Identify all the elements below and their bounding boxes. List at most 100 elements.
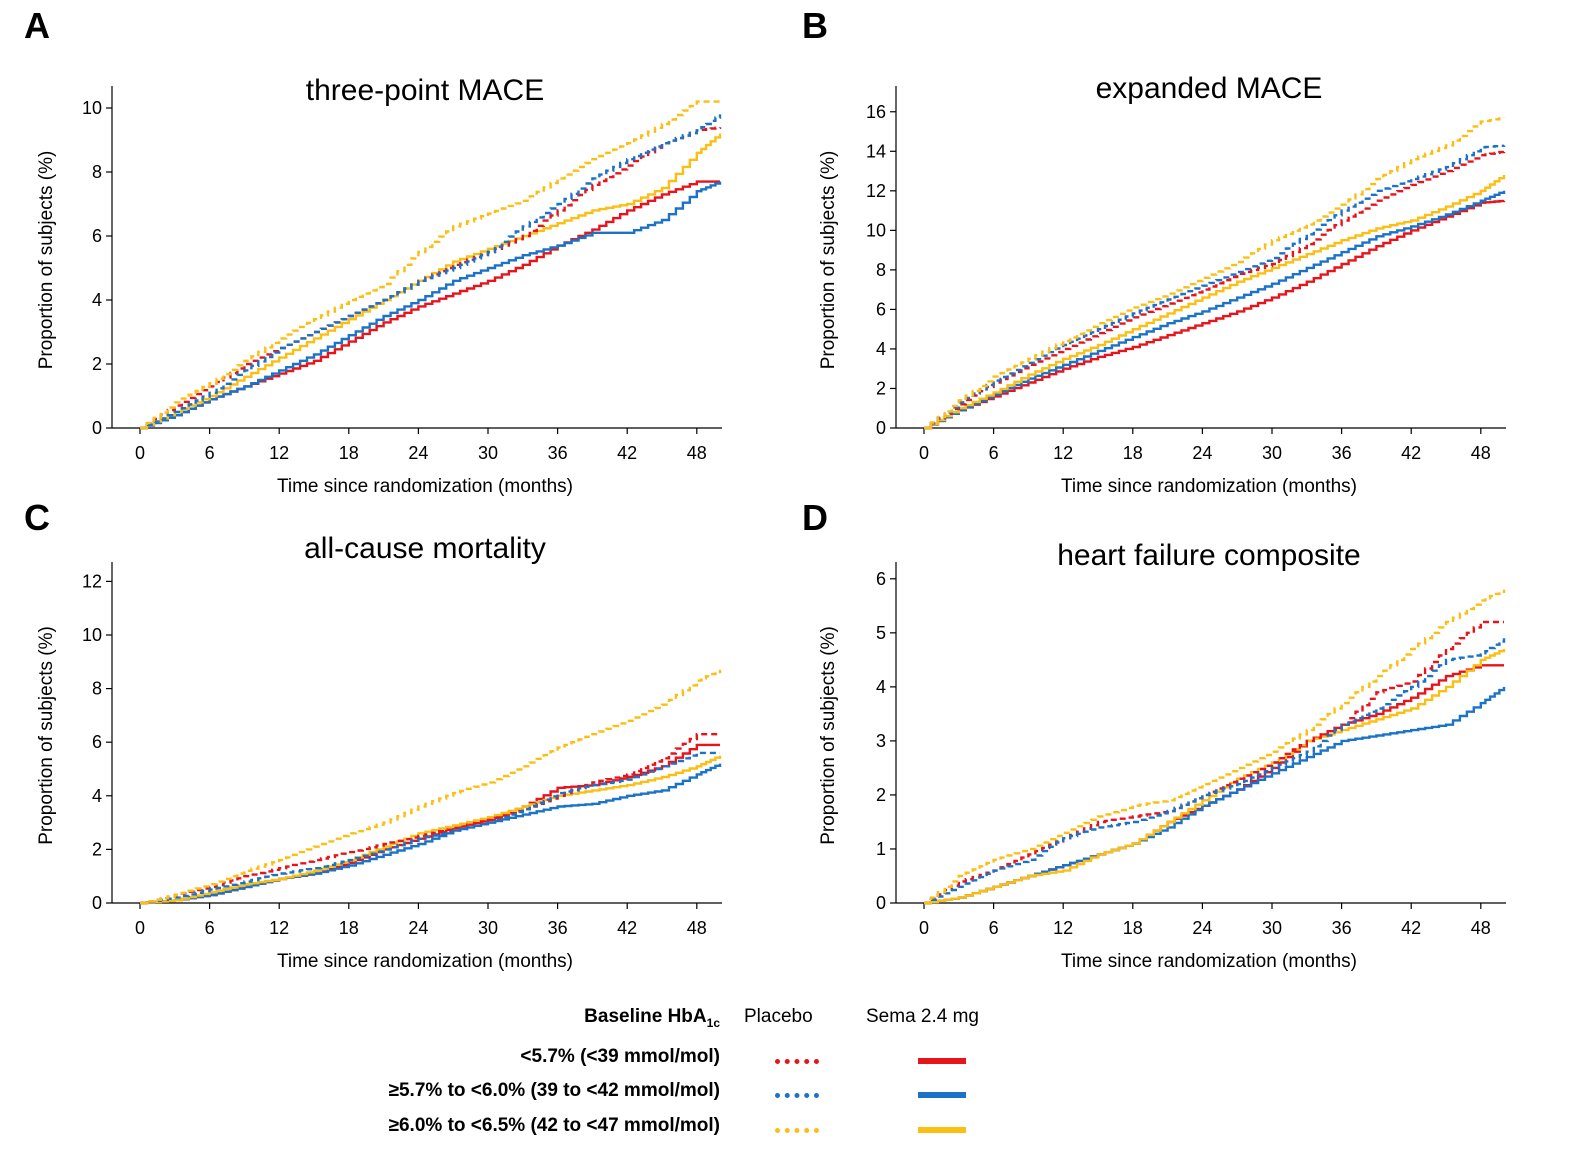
y-axis-label: Proportion of subjects (%)	[36, 151, 57, 370]
x-tick-label: 36	[548, 443, 568, 463]
x-tick-label: 18	[1123, 443, 1143, 463]
panel-title: three-point MACE	[306, 74, 544, 107]
y-tick-label: 3	[876, 731, 886, 751]
legend-sema-swatch-red	[918, 1058, 966, 1064]
series-line-placebo-blue	[140, 751, 720, 905]
series-line-placebo-yellow	[140, 100, 720, 430]
x-axis-label: Time since randomization (months)	[1061, 476, 1357, 497]
x-tick-label: 30	[1262, 443, 1282, 463]
x-tick-label: 0	[135, 918, 145, 938]
legend-row-label: <5.7% (<39 mmol/mol)	[520, 1046, 720, 1067]
panel-letter: D	[802, 497, 828, 538]
y-tick-label: 12	[866, 181, 886, 201]
y-tick-label: 5	[876, 623, 886, 643]
x-tick-label: 30	[478, 443, 498, 463]
x-tick-label: 6	[989, 918, 999, 938]
legend-sema-swatch-blue	[918, 1092, 966, 1098]
x-tick-label: 48	[1471, 918, 1491, 938]
x-tick-label: 36	[1332, 443, 1352, 463]
series-line-sema-red	[140, 180, 720, 430]
series-line-placebo-yellow	[924, 589, 1506, 905]
series-line-placebo-blue	[140, 114, 722, 430]
x-tick-label: 48	[687, 443, 707, 463]
y-tick-label: 4	[876, 677, 886, 697]
legend-sema-swatch-yellow	[918, 1127, 966, 1133]
series-line-sema-red	[924, 199, 1506, 430]
y-axis-label: Proportion of subjects (%)	[818, 151, 839, 370]
y-tick-label: 4	[876, 339, 886, 359]
x-tick-label: 12	[1053, 918, 1073, 938]
series-line-sema-blue	[140, 763, 722, 905]
series-line-sema-yellow	[924, 175, 1506, 430]
x-tick-label: 42	[1401, 918, 1421, 938]
x-tick-label: 36	[548, 918, 568, 938]
y-tick-label: 12	[82, 571, 102, 591]
y-tick-label: 6	[876, 569, 886, 589]
panel-title: all-cause mortality	[304, 532, 546, 565]
panel-letter: A	[24, 5, 50, 46]
x-tick-label: 48	[1471, 443, 1491, 463]
x-tick-label: 36	[1332, 918, 1352, 938]
legend-placebo-swatch-yellow	[775, 1128, 819, 1133]
x-tick-label: 30	[1262, 918, 1282, 938]
y-tick-label: 4	[92, 290, 102, 310]
series-line-placebo-red	[924, 620, 1504, 905]
x-tick-label: 24	[1192, 443, 1212, 463]
x-tick-label: 24	[1192, 918, 1212, 938]
panel-letter: C	[24, 497, 50, 538]
x-tick-label: 12	[1053, 443, 1073, 463]
x-tick-label: 6	[989, 443, 999, 463]
y-tick-label: 0	[92, 418, 102, 438]
y-axis-label: Proportion of subjects (%)	[818, 626, 839, 845]
y-tick-label: 14	[866, 141, 886, 161]
x-tick-label: 0	[135, 443, 145, 463]
x-tick-label: 6	[205, 443, 215, 463]
x-tick-label: 48	[687, 918, 707, 938]
legend-placebo-swatch-red	[775, 1059, 819, 1064]
series-line-sema-blue	[140, 181, 722, 430]
series-line-placebo-red	[140, 733, 720, 905]
legend-row-label: ≥6.0% to <6.5% (42 to <47 mmol/mol)	[388, 1115, 720, 1136]
series-line-placebo-blue	[924, 638, 1506, 905]
legend-sema-header: Sema 2.4 mg	[866, 1006, 979, 1027]
y-tick-label: 8	[92, 162, 102, 182]
x-axis-label: Time since randomization (months)	[277, 476, 573, 497]
y-tick-label: 10	[82, 98, 102, 118]
x-tick-label: 24	[408, 918, 428, 938]
y-tick-label: 2	[92, 839, 102, 859]
y-tick-label: 10	[82, 625, 102, 645]
y-tick-label: 1	[876, 839, 886, 859]
x-tick-label: 24	[408, 443, 428, 463]
x-tick-label: 42	[617, 443, 637, 463]
y-tick-label: 6	[92, 732, 102, 752]
panel-letter: B	[802, 5, 828, 46]
y-tick-label: 16	[866, 102, 886, 122]
x-tick-label: 42	[617, 918, 637, 938]
y-tick-label: 2	[876, 785, 886, 805]
series-line-placebo-yellow	[924, 117, 1506, 430]
y-tick-label: 6	[92, 226, 102, 246]
y-tick-label: 4	[92, 786, 102, 806]
y-tick-label: 0	[876, 893, 886, 913]
y-tick-label: 8	[92, 679, 102, 699]
x-axis-label: Time since randomization (months)	[1061, 951, 1357, 972]
legend-title: Baseline HbA1c	[584, 1006, 720, 1030]
legend-row-label: ≥5.7% to <6.0% (39 to <42 mmol/mol)	[388, 1080, 720, 1101]
series-line-placebo-yellow	[140, 669, 722, 905]
x-axis-label: Time since randomization (months)	[277, 951, 573, 972]
x-tick-label: 0	[919, 443, 929, 463]
y-tick-label: 10	[866, 220, 886, 240]
legend-placebo-swatch-blue	[775, 1093, 819, 1098]
series-line-placebo-blue	[924, 144, 1506, 430]
y-axis-label: Proportion of subjects (%)	[36, 626, 57, 845]
x-tick-label: 18	[339, 443, 359, 463]
x-tick-label: 42	[1401, 443, 1421, 463]
y-tick-label: 0	[92, 893, 102, 913]
x-tick-label: 18	[1123, 918, 1143, 938]
series-line-sema-blue	[924, 190, 1506, 430]
